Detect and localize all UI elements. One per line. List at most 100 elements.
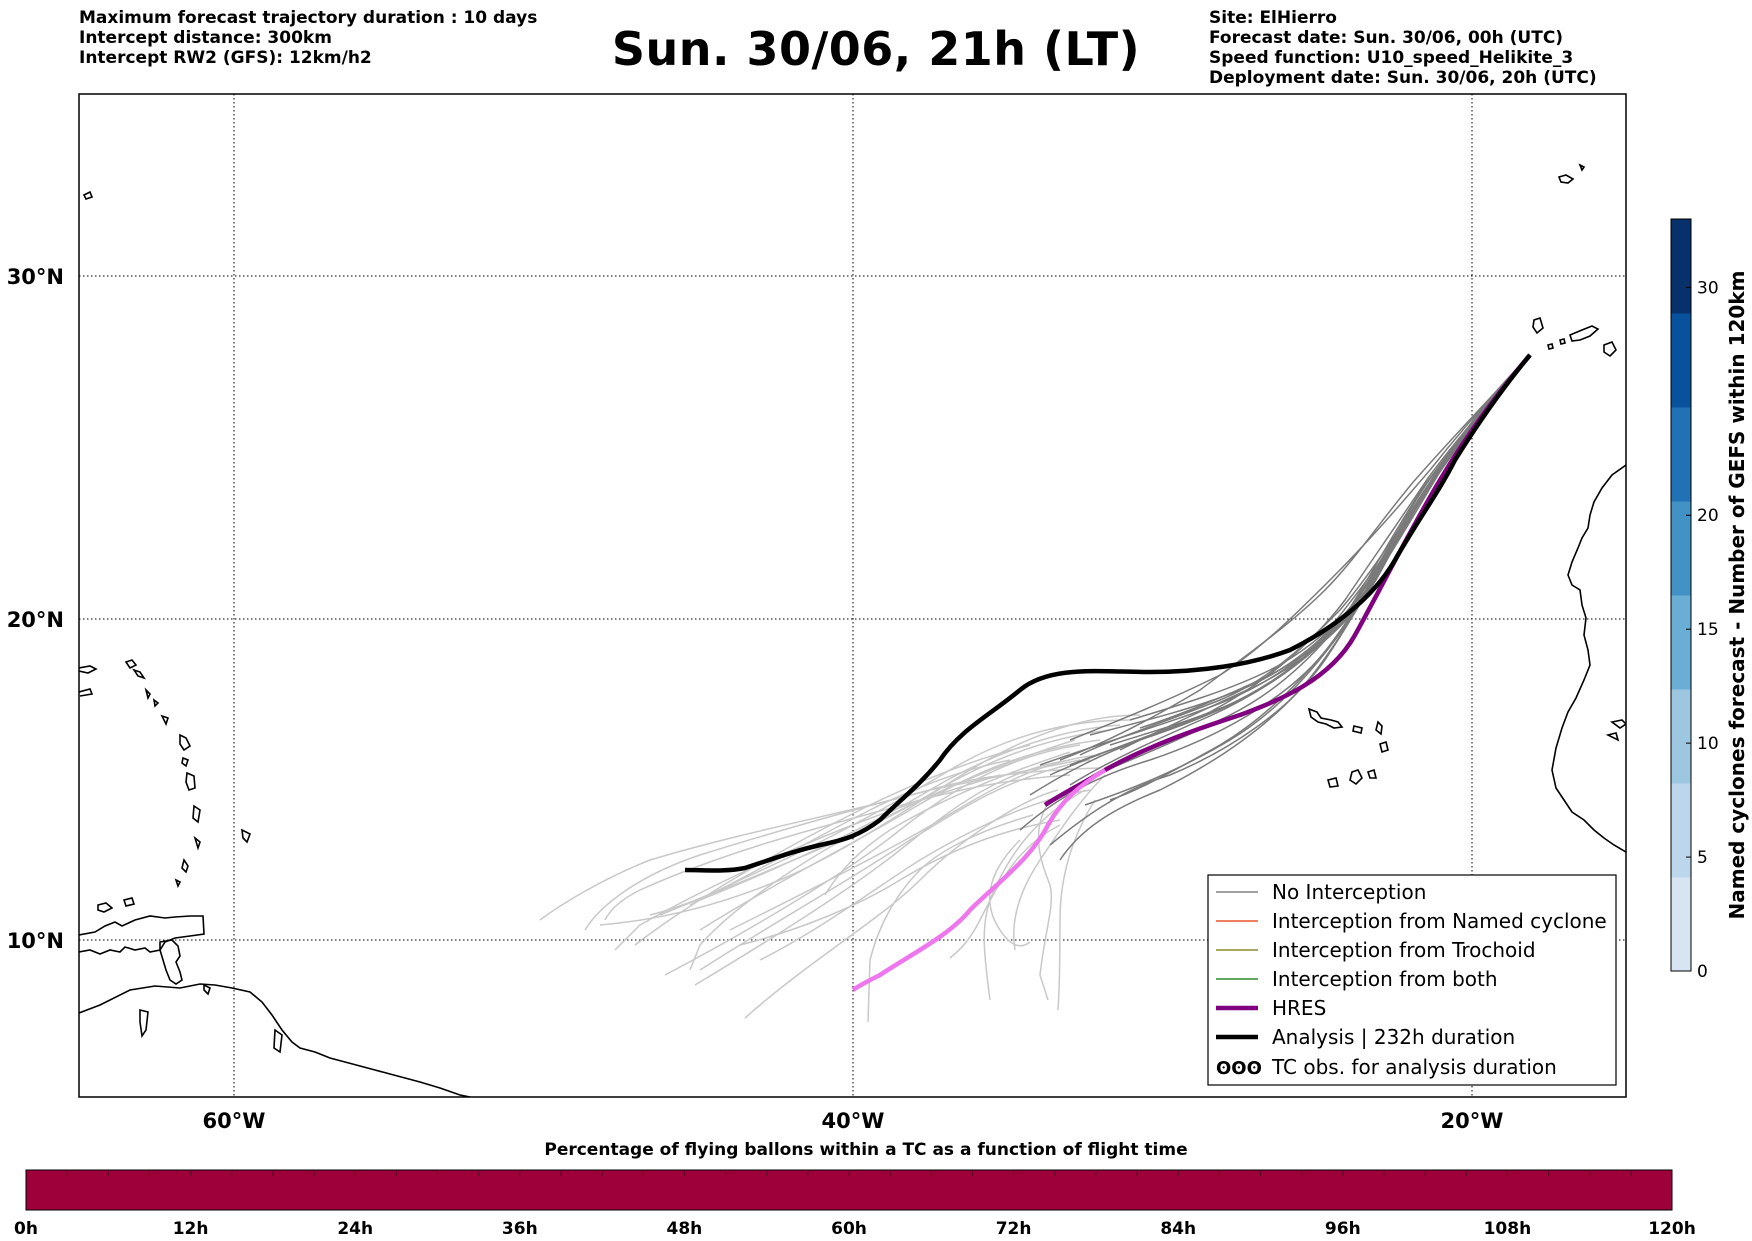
colorbar-bottom-tick-label: 84h <box>1160 1219 1196 1239</box>
lat-label-20n: 20°N <box>7 608 64 632</box>
faint-track <box>634 744 1031 946</box>
colorbar-right-block <box>1671 219 1691 314</box>
grey-track <box>1059 354 1531 761</box>
island-africa-2 <box>1605 732 1620 742</box>
island-pr <box>79 665 98 674</box>
colorbar-right-label: Named cyclones forecast - Number of GEFS… <box>1725 271 1749 920</box>
header-right: Site: ElHierro Forecast date: Sun. 30/06… <box>1209 8 1597 88</box>
faint-track <box>988 839 1031 947</box>
map-frame <box>78 93 1627 1098</box>
grey-track <box>1084 354 1531 806</box>
colorbar-bottom: Percentage of flying ballons within a TC… <box>14 1140 1696 1239</box>
lat-label-10n: 10°N <box>7 929 64 953</box>
legend-label-analysis: Analysis | 232h duration <box>1272 1025 1515 1049</box>
faint-track <box>1057 799 1096 1011</box>
south-america-coast <box>79 983 471 1097</box>
grey-track <box>1029 354 1531 796</box>
legend-label-no-interception: No Interception <box>1272 880 1426 904</box>
colorbar-bottom-tick-label: 120h <box>1648 1219 1696 1239</box>
island-dominica <box>181 756 189 768</box>
faint-track <box>689 759 1011 906</box>
coast-guyana-river <box>139 1008 149 1039</box>
colorbar-right-block <box>1671 877 1691 972</box>
grey-track <box>1109 354 1531 801</box>
island-tobago <box>203 983 211 996</box>
faint-track <box>867 814 1034 1023</box>
africa-west-coast <box>1551 464 1626 853</box>
island-grenada <box>174 878 182 889</box>
colorbar-right-block <box>1671 783 1691 878</box>
grey-track <box>1069 354 1531 741</box>
colorbar-right: 0 5 10 15 20 30 Named cyclones forecast - Num… <box>1670 218 1749 982</box>
island-sao-nicolau <box>1352 725 1363 734</box>
header-left: Maximum forecast trajectory duration : 1… <box>79 8 537 68</box>
coast-river-mouth <box>273 1028 283 1054</box>
legend-label-hres: HRES <box>1272 996 1326 1020</box>
faint-track <box>729 754 1101 931</box>
hres-track <box>1043 353 1532 807</box>
colorbar-bottom-tick-label: 36h <box>502 1219 538 1239</box>
grey-track <box>1109 354 1531 746</box>
island-boa-vista <box>1379 740 1389 754</box>
grey-track <box>1049 354 1531 776</box>
faint-track <box>659 729 1111 916</box>
island-st-lucia <box>192 804 201 824</box>
faint-track <box>983 789 1086 1001</box>
island-guadeloupe <box>179 733 192 752</box>
header-right-line-1: Site: ElHierro <box>1209 8 1337 28</box>
colorbar-bottom-tick-label: 0h <box>14 1219 38 1239</box>
island-africa-1 <box>1610 719 1626 729</box>
colorbar-bottom-title: Percentage of flying ballons within a TC… <box>544 1140 1187 1160</box>
island-porto-santo <box>1578 163 1586 172</box>
colorbar-bottom-tick-label: 72h <box>996 1219 1032 1239</box>
island-5 <box>160 714 170 727</box>
faint-ensemble-tracks <box>539 714 1141 1023</box>
header-right-line-3: Speed function: U10_speed_Helikite_3 <box>1209 48 1574 68</box>
colorbar-right-block <box>1671 689 1691 784</box>
colorbar-bottom-tick-label: 24h <box>337 1219 373 1239</box>
island-fogo <box>1327 777 1339 788</box>
chart-title: Sun. 30/06, 21h (LT) <box>611 22 1141 76</box>
coastlines <box>79 163 1626 1097</box>
island-2 <box>132 668 146 680</box>
faint-track <box>824 751 1071 896</box>
island-bermuda <box>82 190 94 200</box>
island-martinique <box>185 771 196 792</box>
island-la-palma <box>1532 316 1544 335</box>
island-1 <box>124 659 138 670</box>
colorbar-bottom-bar <box>25 1169 1673 1211</box>
faint-track <box>744 789 1059 1019</box>
colorbar-right-tick-label: 30 <box>1697 278 1719 298</box>
header-left-line-1: Maximum forecast trajectory duration : 1… <box>79 8 538 28</box>
island-grenadines <box>181 858 189 874</box>
colorbar-bottom-tick-label: 48h <box>667 1219 703 1239</box>
lon-label-60w: 60°W <box>203 1109 266 1133</box>
colorbar-right-block <box>1671 313 1691 408</box>
colorbar-right-blocks <box>1671 219 1691 972</box>
legend-box <box>1207 874 1617 1086</box>
island-la-gomera <box>1559 338 1566 345</box>
faint-track <box>1037 799 1053 1001</box>
faint-track <box>949 824 1061 959</box>
island-sal <box>1375 720 1383 736</box>
lat-label-30n: 30°N <box>7 265 64 289</box>
faint-track <box>604 774 1071 921</box>
grey-track <box>1069 354 1531 766</box>
faint-track <box>694 759 1071 986</box>
island-3 <box>144 687 151 701</box>
map-area <box>79 94 1626 1097</box>
no-interception-tracks <box>1019 354 1531 861</box>
colorbar-right-tick-label: 15 <box>1697 620 1719 640</box>
faint-track <box>759 789 1091 961</box>
island-maio <box>1366 768 1378 779</box>
island-vi <box>79 688 94 697</box>
colorbar-right-block <box>1671 501 1691 596</box>
island-gran-canaria <box>1603 340 1617 358</box>
faint-track <box>739 819 1061 946</box>
island-barbados <box>241 828 252 844</box>
faint-track <box>599 714 1141 926</box>
colorbar-right-frame <box>1670 218 1692 972</box>
analysis-track <box>684 353 1532 873</box>
legend-label-trochoid: Interception from Trochoid <box>1272 938 1536 962</box>
legend-label-named-cyclone: Interception from Named cyclone <box>1272 909 1607 933</box>
